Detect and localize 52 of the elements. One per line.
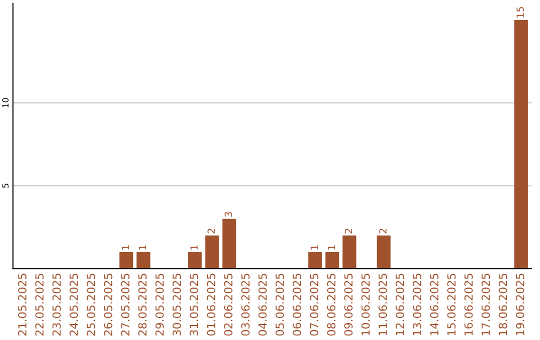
- bar: [222, 218, 236, 269]
- x-tick-label: 05.06.2025: [276, 274, 284, 336]
- data-label: 1: [328, 245, 335, 250]
- y-tick-label: 5: [2, 184, 9, 188]
- x-tick-label: 22.05.2025: [35, 274, 44, 336]
- x-tick-label: 10.06.2025: [361, 274, 370, 336]
- x-tick-label: 24.05.2025: [70, 274, 78, 336]
- x-tick-label: 16.06.2025: [464, 274, 473, 336]
- x-tick-label: 29.05.2025: [155, 274, 164, 336]
- x-tick-label: 02.06.2025: [224, 274, 232, 336]
- x-tick-label: 19.06.2025: [516, 274, 524, 336]
- bar: [136, 252, 150, 269]
- data-label: 2: [344, 228, 352, 234]
- bar: [205, 235, 219, 269]
- x-tick-label: 25.05.2025: [86, 274, 96, 336]
- data-label: 1: [190, 245, 198, 250]
- x-tick-label: 12.06.2025: [396, 274, 404, 336]
- bar: [376, 235, 391, 269]
- bar: [514, 20, 528, 269]
- x-tick-label: 14.06.2025: [430, 274, 438, 336]
- bar: [119, 252, 134, 269]
- x-tick-label: 08.06.2025: [327, 274, 336, 336]
- data-label: 15: [516, 7, 524, 18]
- x-tick-label: 27.05.2025: [121, 274, 130, 336]
- data-label: 2: [208, 228, 215, 234]
- x-tick-label: 18.06.2025: [498, 274, 508, 336]
- x-tick-label: 03.06.2025: [241, 274, 250, 336]
- x-tick-label: 13.06.2025: [412, 274, 422, 336]
- x-tick-label: 17.06.2025: [482, 274, 490, 336]
- x-tick-label: 23.05.2025: [52, 274, 61, 336]
- bar: [308, 252, 322, 269]
- data-label: 3: [224, 212, 232, 217]
- x-tick-label: 11.06.2025: [378, 274, 387, 336]
- data-label: 1: [122, 245, 129, 250]
- bar: [325, 252, 340, 269]
- x-tick-label: 28.05.2025: [138, 274, 147, 336]
- x-tick-label: 15.06.2025: [447, 274, 456, 336]
- x-tick-label: 09.06.2025: [344, 274, 353, 336]
- x-tick-label: 06.06.2025: [292, 274, 302, 336]
- x-tick-label: 31.05.2025: [190, 274, 198, 336]
- data-label: 1: [310, 245, 318, 250]
- x-tick-label: 30.05.2025: [172, 274, 181, 336]
- x-tick-label: 07.06.2025: [310, 274, 318, 336]
- x-tick-label: 21.05.2025: [18, 274, 26, 336]
- x-tick-label: 04.06.2025: [258, 274, 267, 336]
- bar: [188, 252, 202, 269]
- x-tick-label: 26.05.2025: [104, 274, 112, 336]
- data-label: 2: [379, 228, 386, 234]
- x-tick-label: 01.06.2025: [206, 274, 216, 336]
- data-label: 1: [139, 245, 146, 250]
- y-tick-label: 10: [2, 98, 9, 108]
- bar: [342, 235, 356, 269]
